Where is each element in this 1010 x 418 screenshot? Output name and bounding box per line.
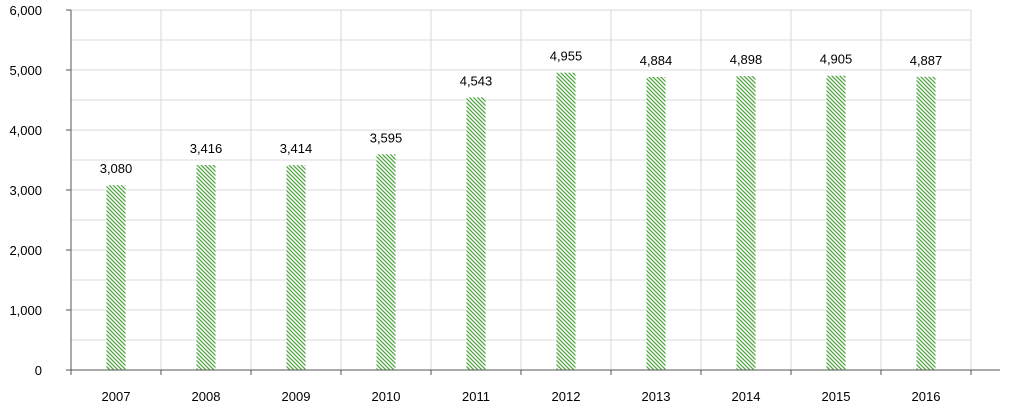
data-label: 3,414 — [280, 141, 313, 156]
data-label: 4,955 — [550, 49, 583, 64]
bar — [196, 165, 216, 370]
x-tick-label: 2012 — [552, 389, 581, 404]
bar — [646, 76, 666, 371]
data-label: 3,080 — [100, 161, 133, 176]
x-tick-label: 2007 — [102, 389, 131, 404]
x-tick-label: 2011 — [462, 389, 490, 404]
bar — [376, 154, 396, 370]
data-label: 3,416 — [190, 141, 223, 156]
data-label: 4,905 — [820, 52, 853, 67]
bar — [556, 72, 576, 370]
y-tick-label: 1,000 — [9, 303, 42, 318]
data-label: 3,595 — [370, 130, 403, 145]
data-label: 4,887 — [910, 53, 943, 68]
y-tick-label: 2,000 — [9, 243, 42, 258]
x-tick-label: 2014 — [732, 389, 761, 404]
y-tick-label: 5,000 — [9, 63, 42, 78]
x-tick-label: 2009 — [282, 389, 311, 404]
bar — [286, 165, 306, 370]
axes — [66, 9, 1000, 375]
data-label: 4,898 — [730, 52, 763, 67]
x-tick-label: 2010 — [372, 389, 401, 404]
bars — [106, 72, 936, 371]
labels: 3,080 2007 3,416 2008 3,414 2009 3,595 2010 4,54… — [9, 3, 942, 404]
data-label: 4,884 — [640, 53, 673, 68]
y-tick-label: 4,000 — [9, 123, 42, 138]
bar — [466, 97, 486, 371]
x-tick-label: 2015 — [822, 389, 851, 404]
bar — [106, 185, 126, 370]
y-tick-label: 6,000 — [9, 3, 42, 18]
bar — [826, 75, 846, 370]
bar — [916, 76, 936, 370]
x-tick-label: 2013 — [642, 389, 671, 404]
y-tick-label: 0 — [35, 363, 42, 378]
data-label: 4,543 — [460, 73, 493, 88]
y-tick-label: 3,000 — [9, 183, 42, 198]
x-tick-label: 2016 — [912, 389, 941, 404]
bar — [736, 76, 756, 371]
x-tick-label: 2008 — [192, 389, 221, 404]
